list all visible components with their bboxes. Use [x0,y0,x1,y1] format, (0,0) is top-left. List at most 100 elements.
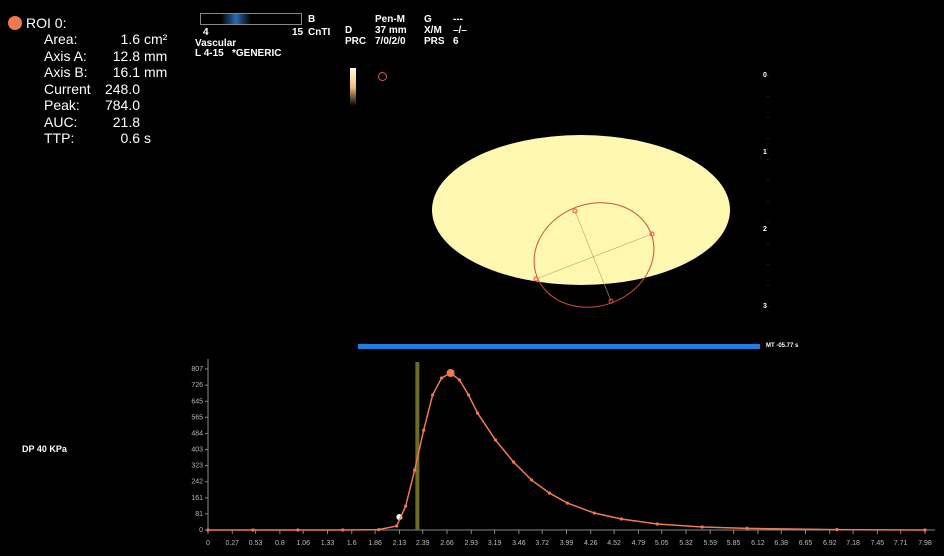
y-tick-label: 0 [199,527,203,534]
curve-point [395,524,398,527]
y-tick-label: 807 [191,366,203,373]
roi-unit: s [144,130,151,146]
x-tick-label: 6.12 [751,540,765,547]
timeline[interactable] [358,344,760,349]
header-text: –/– [453,25,467,36]
x-tick-label: 0.27 [225,540,239,547]
curve-point [476,411,479,414]
depth-label: 1 [763,147,767,158]
x-tick-label: 4.79 [632,540,646,547]
roi-label: Current [44,81,91,97]
y-tick-label: 81 [195,511,203,518]
curve-point [566,501,569,504]
curve-point [341,528,344,531]
cursor [415,362,419,530]
curve-point [530,478,533,481]
x-tick-label: 3.72 [535,540,549,547]
curve-point [422,429,425,432]
curve-point [745,527,748,530]
x-tick-label: 2.39 [416,540,430,547]
x-tick-label: 7.45 [871,540,885,547]
roi-unit: mm [144,48,167,64]
curve-point [548,491,551,494]
x-tick-label: 7.71 [894,540,908,547]
curve-point [413,469,416,472]
header-text: 6 [453,36,459,47]
roi-value: 784.0 [88,97,140,113]
x-tick-label: 0.8 [275,540,285,547]
curve-point [835,528,838,531]
timeline-label: MT -05.77 s [766,341,798,352]
header-text: --- [453,14,463,25]
x-tick-label: 3.46 [512,540,526,547]
header-text: PRC [345,36,366,47]
roi-value: 12.8 [88,48,140,64]
x-tick-label: 1.6 [347,540,357,547]
x-tick-label: 5.32 [679,540,693,547]
x-tick-label: 1.33 [321,540,335,547]
roi-value: 248.0 [88,81,140,97]
x-tick-label: 5.05 [655,540,669,547]
roi-value: 21.8 [88,114,140,130]
dp-label: DP 40 KPa [22,444,67,455]
curve-point [467,393,470,396]
header-text: G [424,14,432,25]
curve-point [512,460,515,463]
x-tick-label: 4.52 [607,540,621,547]
x-tick-label: 2.13 [393,540,407,547]
roi-label: Axis A: [44,48,87,64]
roi-label: AUC: [44,114,77,130]
roi-unit: cm² [144,31,167,47]
curve-point [656,522,659,525]
curve-point [377,528,380,531]
roi-label: Peak: [44,97,80,113]
curve-point [431,393,434,396]
y-tick-label: 645 [191,398,203,405]
x-tick-label: 7.98 [918,540,932,547]
curve-point [440,376,443,379]
x-tick-label: 6.92 [823,540,837,547]
y-tick-label: 161 [191,495,203,502]
curve [208,373,925,530]
header-text: 37 mm [375,25,407,36]
roi-value: 0.6 [88,130,140,146]
curve-point [206,528,209,531]
x-tick-label: 1.06 [296,540,310,547]
x-tick-label: 3.19 [488,540,502,547]
roi-label: Area: [44,31,77,47]
roi-value: 16.1 [88,64,140,80]
depth-label: 3 [763,301,767,312]
curve-point [701,525,704,528]
x-tick-label: 0 [206,540,210,547]
x-tick-label: 6.38 [774,540,788,547]
vessel [432,135,730,285]
image-and-chart: 08116124232340348456564572680700.270.530… [0,0,944,556]
header-text: 7/0/2/0 [375,36,406,47]
depth-label: 0 [763,70,767,81]
roi-value: 1.6 [88,31,140,47]
x-tick-label: 6.65 [799,540,813,547]
y-tick-label: 565 [191,414,203,421]
roi-label: Axis B: [44,64,88,80]
curve-point [447,369,455,377]
y-tick-label: 403 [191,447,203,454]
y-tick-label: 726 [191,382,203,389]
header-text: X/M [424,25,442,36]
x-tick-label: 5.59 [703,540,717,547]
curve-point [494,438,497,441]
curve-point [593,511,596,514]
x-tick-label: 5.85 [727,540,741,547]
x-tick-label: 7.18 [846,540,860,547]
y-tick-label: 484 [191,430,203,437]
curve-point [251,528,254,531]
header-text: PRS [424,36,445,47]
roi-label: TTP: [44,130,74,146]
curve-point [458,378,461,381]
x-tick-label: 2.93 [464,540,478,547]
curve-point [923,528,926,531]
depth-label: 2 [763,224,767,235]
curve-point [296,528,299,531]
roi-unit: mm [144,64,167,80]
curve-point [404,504,407,507]
header-text: D [345,25,352,36]
